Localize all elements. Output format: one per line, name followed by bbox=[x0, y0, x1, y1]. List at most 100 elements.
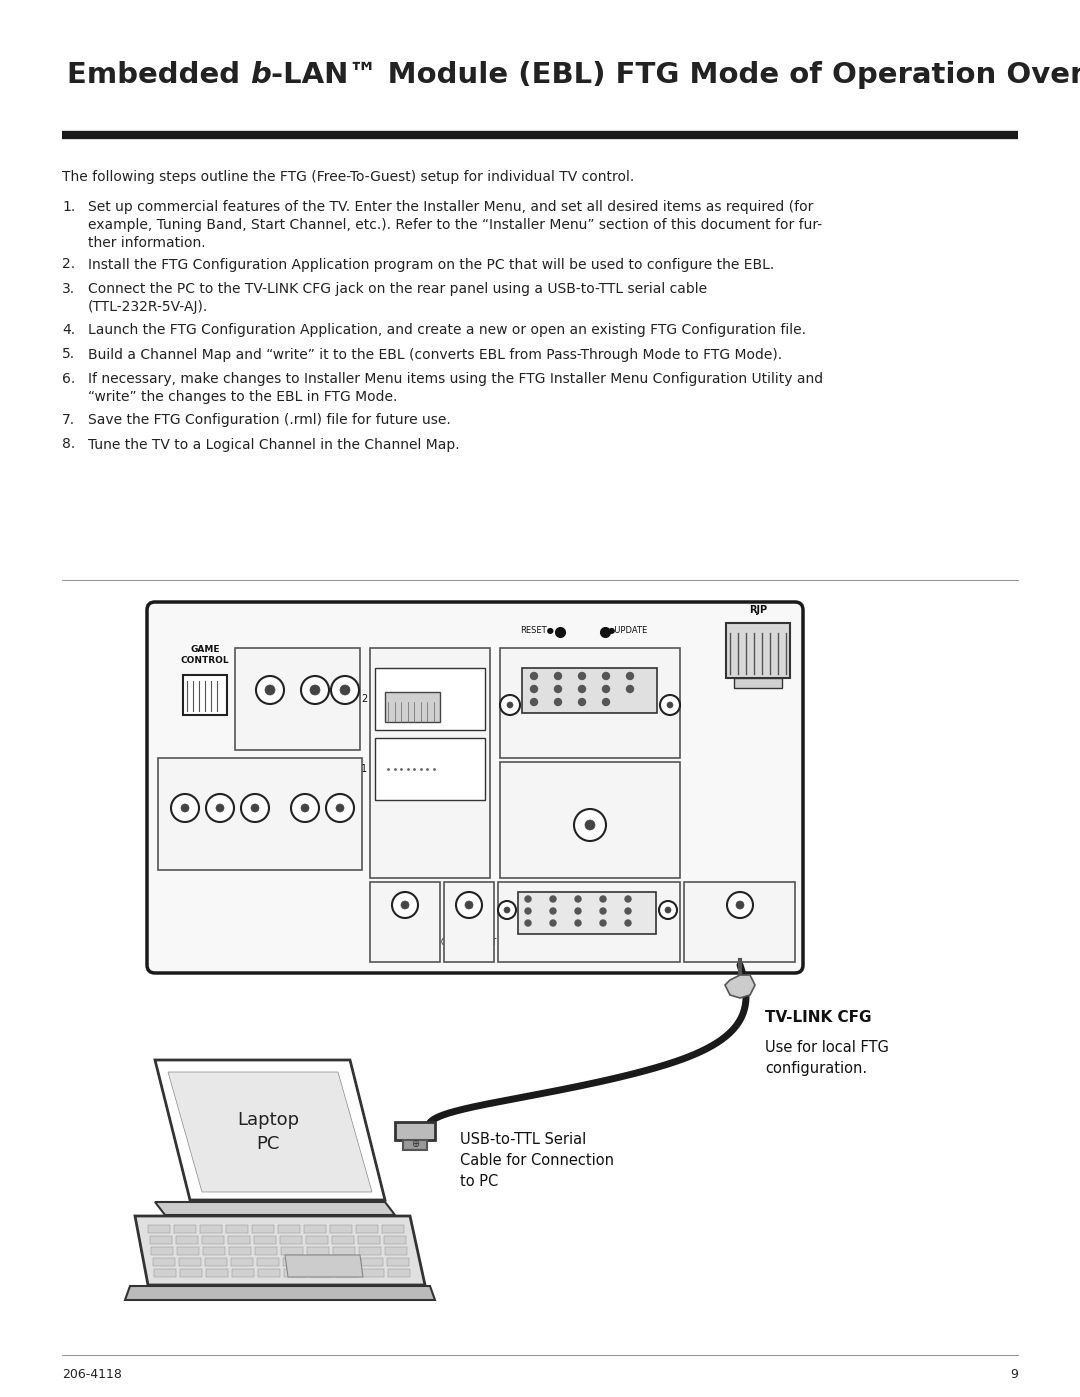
Text: 206-4118: 206-4118 bbox=[62, 1369, 122, 1382]
Circle shape bbox=[727, 893, 753, 918]
Bar bbox=[356, 1225, 378, 1234]
Circle shape bbox=[550, 895, 556, 902]
Text: L(MONO) R: L(MONO) R bbox=[276, 733, 319, 742]
Circle shape bbox=[579, 672, 585, 679]
Text: COMPONENT IN: COMPONENT IN bbox=[217, 855, 302, 865]
Bar bbox=[228, 1236, 249, 1243]
Circle shape bbox=[504, 907, 510, 914]
Circle shape bbox=[554, 698, 562, 705]
Bar bbox=[206, 1268, 228, 1277]
Text: (RGB / DVI): (RGB / DVI) bbox=[568, 863, 611, 873]
Bar bbox=[375, 668, 485, 731]
Circle shape bbox=[554, 686, 562, 693]
Text: L: L bbox=[302, 773, 308, 782]
Polygon shape bbox=[156, 1201, 395, 1215]
Bar bbox=[203, 1248, 225, 1255]
Bar bbox=[309, 1259, 330, 1266]
Bar bbox=[384, 1248, 407, 1255]
Text: AV IN 1: AV IN 1 bbox=[278, 650, 318, 659]
Bar bbox=[333, 1248, 355, 1255]
Text: R: R bbox=[337, 773, 343, 782]
Text: VIDEO: VIDEO bbox=[257, 666, 283, 675]
Bar bbox=[178, 1259, 201, 1266]
Bar bbox=[734, 678, 782, 687]
Circle shape bbox=[206, 793, 234, 821]
Circle shape bbox=[626, 672, 634, 679]
Circle shape bbox=[336, 805, 345, 812]
Text: (8Ω): (8Ω) bbox=[396, 937, 414, 947]
Bar bbox=[310, 1268, 332, 1277]
Circle shape bbox=[667, 703, 673, 708]
Bar bbox=[258, 1268, 280, 1277]
Polygon shape bbox=[725, 975, 755, 997]
Bar bbox=[362, 1268, 384, 1277]
Bar bbox=[370, 882, 440, 963]
Circle shape bbox=[585, 820, 595, 830]
Circle shape bbox=[525, 921, 531, 926]
Circle shape bbox=[626, 686, 634, 693]
Text: RESET●: RESET● bbox=[519, 626, 554, 634]
Text: HDMI: HDMI bbox=[416, 650, 445, 659]
Bar bbox=[255, 1248, 276, 1255]
Text: Embedded: Embedded bbox=[67, 61, 251, 89]
Text: 7.: 7. bbox=[62, 414, 76, 427]
Bar bbox=[359, 1248, 381, 1255]
Bar bbox=[370, 648, 490, 877]
Text: 1: 1 bbox=[361, 764, 367, 774]
Bar bbox=[307, 1248, 329, 1255]
Circle shape bbox=[600, 921, 606, 926]
Circle shape bbox=[507, 703, 513, 708]
Text: AUDIO: AUDIO bbox=[316, 666, 343, 675]
Circle shape bbox=[550, 921, 556, 926]
Text: 1.: 1. bbox=[62, 200, 76, 214]
Text: RS-232C IN: RS-232C IN bbox=[568, 942, 610, 951]
Polygon shape bbox=[285, 1255, 363, 1277]
Circle shape bbox=[554, 672, 562, 679]
Text: Save the FTG Configuration (.rml) file for future use.: Save the FTG Configuration (.rml) file f… bbox=[87, 414, 450, 427]
Bar bbox=[382, 1225, 404, 1234]
Text: CONTROL OUT: CONTROL OUT bbox=[442, 937, 497, 947]
Circle shape bbox=[550, 908, 556, 914]
Bar bbox=[177, 1248, 199, 1255]
Text: Launch the FTG Configuration Application, and create a new or open an existing F: Launch the FTG Configuration Application… bbox=[87, 323, 806, 337]
Bar bbox=[726, 623, 789, 678]
Bar bbox=[280, 1236, 301, 1243]
Circle shape bbox=[171, 793, 199, 821]
Text: TV-LINK CFG: TV-LINK CFG bbox=[765, 1010, 872, 1025]
Text: b: b bbox=[251, 61, 271, 89]
Bar bbox=[335, 1259, 356, 1266]
Circle shape bbox=[603, 698, 609, 705]
Bar bbox=[306, 1236, 327, 1243]
Circle shape bbox=[573, 809, 606, 841]
Text: └VIDEO┘: └VIDEO┘ bbox=[195, 833, 229, 841]
Bar bbox=[387, 1259, 408, 1266]
Circle shape bbox=[575, 908, 581, 914]
Circle shape bbox=[600, 908, 606, 914]
Circle shape bbox=[579, 698, 585, 705]
Bar bbox=[149, 1236, 172, 1243]
Text: SPEAKER OUT: SPEAKER OUT bbox=[379, 925, 431, 935]
Bar bbox=[202, 1236, 224, 1243]
Bar bbox=[444, 882, 494, 963]
Circle shape bbox=[525, 895, 531, 902]
Text: CFG: CFG bbox=[732, 937, 747, 947]
Circle shape bbox=[525, 908, 531, 914]
FancyBboxPatch shape bbox=[147, 602, 804, 972]
Text: Pʙ: Pʙ bbox=[215, 773, 225, 782]
Bar bbox=[257, 1259, 279, 1266]
Text: 2.: 2. bbox=[62, 257, 76, 271]
Bar bbox=[281, 1248, 303, 1255]
Bar bbox=[151, 1248, 173, 1255]
Bar bbox=[522, 668, 657, 712]
Circle shape bbox=[301, 805, 309, 812]
Text: 9: 9 bbox=[1010, 1369, 1018, 1382]
Polygon shape bbox=[125, 1287, 435, 1301]
Circle shape bbox=[256, 676, 284, 704]
Bar bbox=[278, 1225, 300, 1234]
Bar bbox=[235, 648, 360, 750]
Circle shape bbox=[600, 895, 606, 902]
Circle shape bbox=[241, 793, 269, 821]
Text: Pʀ: Pʀ bbox=[249, 773, 260, 782]
Bar bbox=[357, 1236, 379, 1243]
Circle shape bbox=[498, 901, 516, 919]
